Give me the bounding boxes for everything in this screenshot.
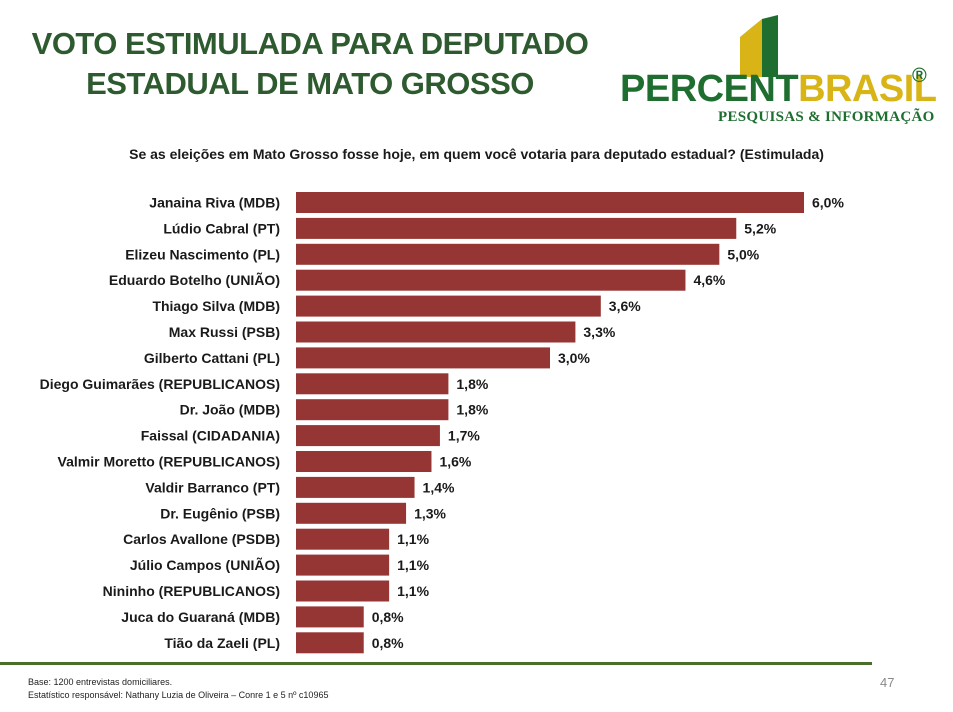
data-label: 1,7%: [448, 428, 480, 444]
bar: [296, 373, 449, 395]
category-label: Lúdio Cabral (PT): [163, 220, 280, 236]
category-label: Valdir Barranco (PT): [145, 479, 280, 495]
bar: [296, 632, 364, 654]
data-label: 0,8%: [372, 609, 404, 625]
data-label: 0,8%: [372, 635, 404, 651]
bar-chart: Janaina Riva (MDB) 6,0% Lúdio Cabral (PT) 5…: [40, 192, 844, 654]
bar: [296, 476, 415, 498]
category-label: Nininho (REPUBLICANOS): [103, 583, 280, 599]
footer-notes: Base: 1200 entrevistas domiciliares. Est…: [28, 676, 328, 702]
data-label: 4,6%: [693, 272, 725, 288]
bar: [296, 269, 686, 291]
bar: [296, 217, 737, 239]
bar: [296, 347, 550, 369]
category-label: Gilberto Cattani (PL): [144, 350, 280, 366]
category-label: Thiago Silva (MDB): [152, 298, 280, 314]
bar: [296, 554, 390, 576]
category-label: Diego Guimarães (REPUBLICANOS): [40, 376, 280, 392]
logo-word-percent: PERCENT: [620, 68, 799, 110]
bar: [296, 243, 720, 265]
data-label: 3,6%: [609, 298, 641, 314]
logo-word-brasil: BRASIL: [798, 68, 937, 110]
data-label: 1,1%: [397, 531, 429, 547]
category-label: Valmir Moretto (REPUBLICANOS): [58, 454, 280, 470]
category-label: Max Russi (PSB): [169, 324, 280, 340]
bar: [296, 321, 576, 343]
data-label: 1,3%: [414, 505, 446, 521]
category-label: Juca do Guaraná (MDB): [121, 609, 280, 625]
bar: [296, 425, 440, 447]
category-label: Janaina Riva (MDB): [149, 195, 280, 211]
bar: [296, 580, 390, 602]
footer-divider: [0, 662, 872, 665]
slide-title-line2: ESTADUAL DE MATO GROSSO: [86, 66, 534, 101]
data-label: 1,8%: [456, 376, 488, 392]
data-label: 1,1%: [397, 557, 429, 573]
data-label: 1,1%: [397, 583, 429, 599]
logo-wordmark: PERCENTBRASIL: [620, 69, 937, 109]
category-label: Faissal (CIDADANIA): [141, 428, 280, 444]
category-label: Eduardo Botelho (UNIÃO): [109, 271, 280, 288]
percentbrasil-logo: PERCENTBRASIL ® PESQUISAS & INFORMAÇÃO: [620, 15, 940, 130]
bar: [296, 192, 804, 213]
category-label: Elizeu Nascimento (PL): [125, 246, 280, 262]
bar: [296, 606, 364, 628]
category-label: Dr. João (MDB): [180, 402, 280, 418]
logo-registered-mark: ®: [912, 65, 927, 87]
data-label: 1,4%: [423, 479, 455, 495]
category-label: Dr. Eugênio (PSB): [160, 505, 280, 521]
slide-title: VOTO ESTIMULADA PARA DEPUTADO ESTADUAL D…: [20, 24, 600, 104]
slide-title-line1: VOTO ESTIMULADA PARA DEPUTADO: [31, 26, 589, 61]
category-label: Carlos Avallone (PSDB): [123, 531, 280, 547]
page-number: 47: [880, 675, 895, 690]
logo-emblem-icon: [740, 15, 778, 77]
bar: [296, 295, 601, 317]
footer-statistician: Estatístico responsável: Nathany Luzia d…: [28, 690, 329, 700]
data-label: 3,0%: [558, 350, 590, 366]
category-label: Tião da Zaeli (PL): [164, 635, 280, 651]
logo-tagline: PESQUISAS & INFORMAÇÃO: [718, 109, 935, 125]
bar: [296, 528, 390, 550]
survey-question: Se as eleições em Mato Grosso fosse hoje…: [129, 146, 824, 162]
footer-base: Base: 1200 entrevistas domiciliares.: [28, 677, 173, 687]
bar: [296, 451, 432, 472]
data-label: 1,8%: [456, 402, 488, 418]
category-label: Júlio Campos (UNIÃO): [130, 556, 280, 573]
bar: [296, 399, 449, 421]
data-label: 5,2%: [744, 220, 776, 236]
data-label: 6,0%: [812, 195, 844, 211]
data-label: 3,3%: [583, 324, 615, 340]
data-label: 1,6%: [439, 454, 471, 470]
data-label: 5,0%: [727, 246, 759, 262]
bar: [296, 502, 407, 524]
